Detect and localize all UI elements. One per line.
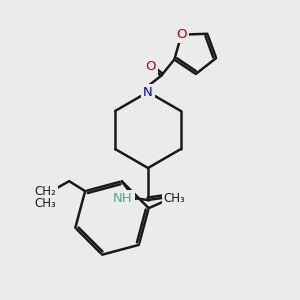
Text: O: O bbox=[145, 60, 155, 74]
Text: N: N bbox=[143, 85, 153, 98]
Text: NH: NH bbox=[113, 191, 133, 205]
Text: CH₃: CH₃ bbox=[34, 196, 56, 210]
Text: O: O bbox=[176, 28, 187, 41]
Text: CH₂: CH₂ bbox=[34, 184, 56, 198]
Text: CH₃: CH₃ bbox=[164, 192, 186, 205]
Text: O: O bbox=[165, 191, 175, 205]
